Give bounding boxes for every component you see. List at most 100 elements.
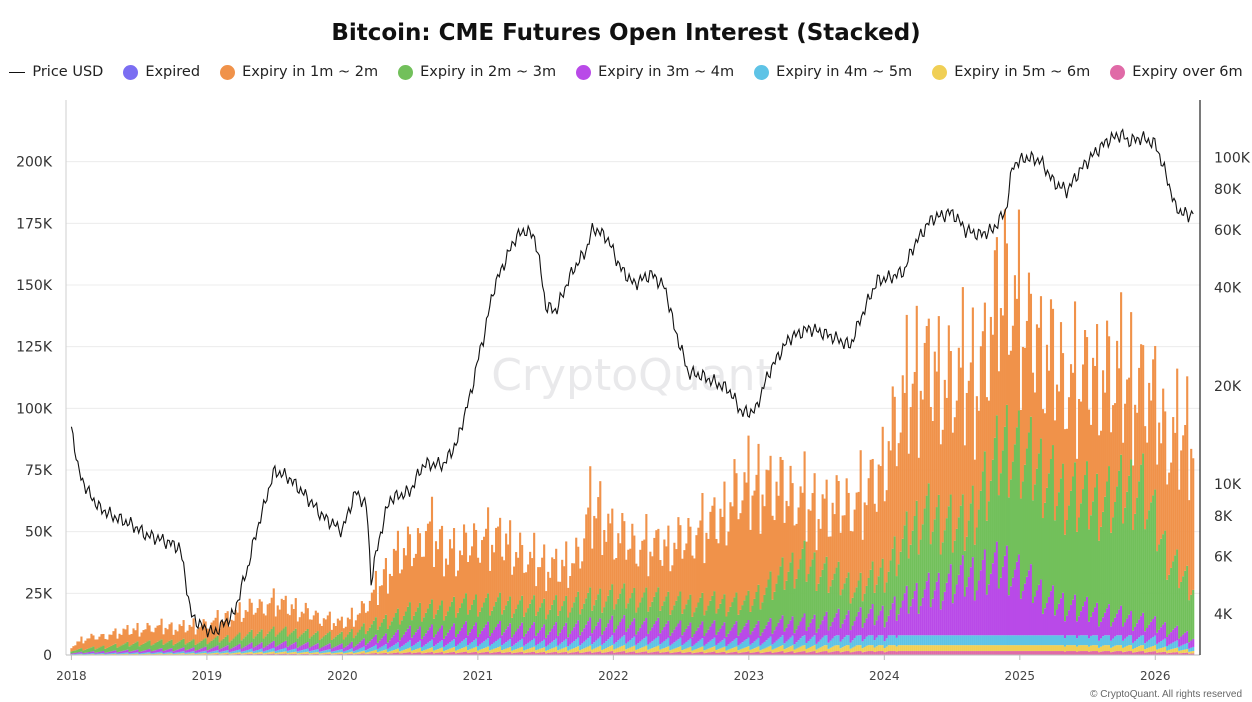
oi-bar-segment bbox=[973, 544, 976, 601]
oi-bar-segment bbox=[112, 650, 115, 653]
oi-bar-segment bbox=[813, 635, 816, 646]
oi-bar-segment bbox=[763, 641, 766, 649]
legend-item[interactable]: Expiry over 6m bbox=[1110, 64, 1243, 80]
oi-bar-segment bbox=[703, 563, 706, 616]
oi-bar-segment bbox=[1124, 622, 1127, 639]
oi-bar-segment bbox=[312, 615, 315, 635]
oi-bar-segment bbox=[905, 635, 908, 646]
oi-bar-segment bbox=[683, 550, 686, 610]
oi-bar-segment bbox=[603, 607, 606, 631]
legend-label: Expiry in 1m ~ 2m bbox=[242, 64, 379, 80]
oi-bar-segment bbox=[1178, 489, 1181, 589]
oi-bar-segment bbox=[723, 651, 726, 655]
oi-bar-segment bbox=[533, 651, 536, 655]
oi-bar-segment bbox=[901, 635, 904, 646]
oi-bar-segment bbox=[350, 607, 353, 630]
oi-bar-segment bbox=[152, 653, 155, 655]
legend-item[interactable]: Expiry in 4m ~ 5m bbox=[754, 64, 912, 80]
oi-bar-segment bbox=[899, 551, 902, 608]
legend-swatch bbox=[1110, 64, 1126, 80]
oi-bar-segment bbox=[891, 651, 894, 655]
oi-bar-segment bbox=[931, 651, 934, 655]
oi-bar-segment bbox=[1069, 635, 1073, 646]
oi-bar-segment bbox=[833, 645, 836, 652]
oi-bar-segment bbox=[987, 635, 990, 646]
oi-bar-segment bbox=[1086, 596, 1089, 636]
oi-bar-segment bbox=[603, 652, 606, 655]
oi-bar-segment bbox=[841, 651, 844, 655]
oi-bar-segment bbox=[392, 645, 395, 651]
oi-bar-segment bbox=[739, 652, 742, 655]
oi-bar-segment bbox=[927, 572, 930, 636]
oi-bar-segment bbox=[933, 351, 936, 520]
oi-bar-segment bbox=[326, 615, 329, 634]
oi-bar-segment bbox=[557, 645, 560, 651]
oi-bar-segment bbox=[915, 500, 918, 583]
oi-bar-segment bbox=[118, 633, 121, 647]
oi-bar-segment bbox=[1126, 636, 1129, 646]
legend-item[interactable]: Expiry in 3m ~ 4m bbox=[576, 64, 734, 80]
oi-bar-segment bbox=[456, 644, 460, 650]
oi-bar-segment bbox=[436, 631, 440, 644]
oi-bar-segment bbox=[785, 627, 788, 642]
legend-item[interactable]: Expiry in 1m ~ 2m bbox=[220, 64, 378, 80]
legend-item[interactable]: Price USD bbox=[9, 64, 103, 80]
oi-bar-segment bbox=[689, 526, 692, 595]
legend-item[interactable]: Expiry in 5m ~ 6m bbox=[932, 64, 1090, 80]
legend-item[interactable]: Expiry in 2m ~ 3m bbox=[398, 64, 556, 80]
oi-bar-segment bbox=[276, 650, 279, 653]
oi-bar-segment bbox=[517, 604, 520, 629]
oi-bar-segment bbox=[1150, 651, 1153, 655]
oi-bar-segment bbox=[929, 544, 932, 608]
oi-bar-segment bbox=[296, 621, 299, 639]
oi-bar-segment bbox=[723, 594, 726, 623]
oi-bar-segment bbox=[917, 645, 920, 652]
oi-bar-segment bbox=[803, 540, 806, 614]
oi-bar-segment bbox=[653, 651, 656, 655]
oi-bar-segment bbox=[787, 651, 790, 655]
oi-bar-segment bbox=[84, 653, 87, 655]
oi-bar-segment bbox=[414, 649, 418, 653]
oi-bar-segment bbox=[164, 643, 167, 651]
oi-bar-segment bbox=[260, 653, 263, 655]
oi-bar-segment bbox=[799, 621, 802, 639]
oi-bar-segment bbox=[569, 576, 572, 613]
oi-bar-segment bbox=[797, 652, 800, 655]
oi-bar-segment bbox=[350, 641, 353, 649]
oi-bar-segment bbox=[1104, 392, 1107, 497]
oi-bar-segment bbox=[1071, 599, 1075, 636]
oi-bar-segment bbox=[623, 651, 626, 655]
oi-bar-segment bbox=[340, 631, 343, 644]
oi-bar-segment bbox=[777, 638, 780, 647]
oi-bar-segment bbox=[92, 651, 95, 654]
oi-bar-segment bbox=[1186, 565, 1189, 632]
oi-bar-segment bbox=[98, 647, 101, 652]
oi-bar-segment bbox=[1142, 651, 1145, 655]
oi-bar-segment bbox=[507, 600, 510, 627]
oi-bar-segment bbox=[483, 648, 486, 653]
oi-bar-segment bbox=[673, 542, 676, 606]
oi-bar-segment bbox=[791, 635, 794, 646]
oi-bar-segment bbox=[903, 593, 906, 636]
oi-bar-segment bbox=[386, 653, 389, 655]
oi-bar-segment bbox=[731, 506, 734, 603]
oi-bar-segment bbox=[649, 642, 652, 649]
oi-bar-segment bbox=[1092, 612, 1095, 636]
oi-bar-segment bbox=[266, 650, 269, 653]
oi-bar-segment bbox=[679, 620, 682, 638]
oi-bar-segment bbox=[224, 646, 227, 651]
oi-bar-segment bbox=[1007, 497, 1010, 596]
oi-bar-segment bbox=[150, 645, 153, 652]
oi-bar-segment bbox=[965, 586, 968, 636]
oi-bar-segment bbox=[661, 630, 664, 643]
oi-bar-segment bbox=[1075, 458, 1079, 532]
oi-bar-segment bbox=[1102, 636, 1105, 646]
oi-bar-segment bbox=[823, 645, 826, 652]
legend-item[interactable]: Expired bbox=[123, 64, 200, 80]
oi-bar-segment bbox=[819, 576, 822, 625]
oi-bar-segment bbox=[515, 608, 518, 632]
oi-bar-segment bbox=[358, 613, 361, 630]
oi-bar-segment bbox=[1128, 475, 1131, 615]
oi-bar-segment bbox=[895, 620, 898, 638]
oi-bar-segment bbox=[527, 608, 530, 631]
